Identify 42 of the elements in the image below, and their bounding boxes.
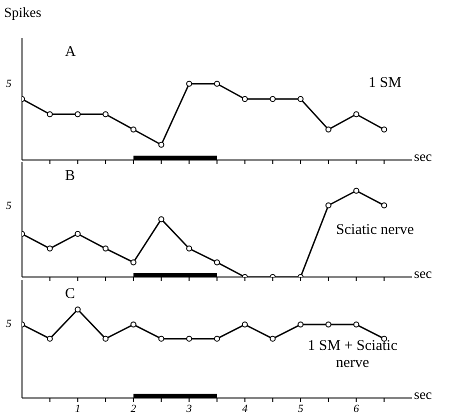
chart-title: A (65, 44, 76, 61)
x-tick-label: 2 (130, 402, 137, 414)
point (158, 142, 164, 148)
series-label: 1 SM (368, 75, 402, 92)
point (270, 96, 276, 102)
chart-title: B (65, 168, 76, 185)
x-axis-title: sec (414, 267, 432, 283)
text: 5 (6, 318, 12, 330)
x-axis-title: sec (414, 150, 432, 166)
x-tick-label: 6 (354, 402, 360, 414)
point (158, 216, 164, 222)
point (102, 246, 109, 252)
point (353, 188, 360, 194)
point (325, 202, 332, 208)
point (381, 126, 388, 132)
text: 5 (6, 78, 12, 90)
point (74, 111, 81, 118)
chart-title: C (65, 286, 76, 303)
point (242, 96, 248, 102)
x-tick-label: 3 (185, 402, 192, 414)
point (102, 111, 109, 118)
x-axis-title: sec (414, 388, 432, 404)
point (186, 80, 192, 87)
series-label: 1 SM + Sciatic nerve (306, 338, 398, 372)
point (214, 259, 220, 266)
point (298, 96, 304, 102)
point (46, 111, 53, 118)
point (130, 259, 136, 266)
x-tick-label: 1 (74, 402, 80, 414)
point (74, 230, 81, 237)
point (130, 126, 136, 132)
y-axis-title: Spikes (4, 6, 42, 22)
text: 5 (6, 200, 12, 212)
x-tick-label: 5 (298, 402, 304, 414)
point (186, 246, 192, 252)
series-label: Sciatic nerve (335, 222, 415, 239)
point (353, 111, 360, 118)
point (214, 80, 220, 87)
point (46, 246, 53, 252)
point (381, 202, 388, 208)
point (325, 126, 332, 132)
x-tick-label: 4 (242, 402, 248, 414)
